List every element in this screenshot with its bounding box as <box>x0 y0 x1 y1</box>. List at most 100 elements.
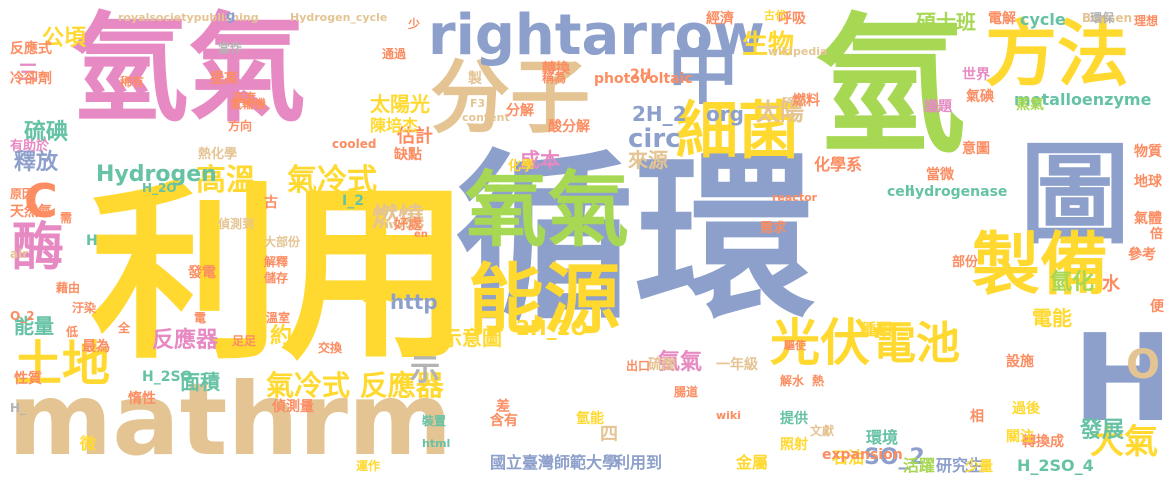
cloud-word: I_2 <box>342 193 364 209</box>
cloud-word: 氣冷式 <box>287 163 377 198</box>
cloud-word: 成本 <box>520 148 560 172</box>
cloud-word: C <box>24 174 58 228</box>
cloud-word: 燃料 <box>792 93 820 109</box>
cloud-word: 製 <box>468 71 482 87</box>
cloud-word: 氣輪機 <box>230 97 267 111</box>
cloud-word: 腸道 <box>674 385 699 399</box>
cloud-word: 當作 <box>218 41 243 55</box>
cloud-word: 好處 <box>394 217 422 233</box>
cloud-word: 圖 <box>1020 131 1130 259</box>
cloud-word: air <box>10 247 29 261</box>
cloud-word: 偵測到 <box>218 217 255 231</box>
cloud-word: 光伏 <box>770 314 870 372</box>
cloud-word: 硫酸 <box>648 357 676 373</box>
cloud-word: 2H_2O <box>516 316 588 340</box>
cloud-word: 關注 <box>1006 429 1034 445</box>
cloud-word: 研究生 <box>936 456 985 475</box>
cloud-word: 環境 <box>866 428 899 447</box>
cloud-word: 需求 <box>760 221 787 236</box>
cloud-word: H <box>86 233 98 249</box>
cloud-word: 電能 <box>1032 306 1072 330</box>
cloud-word: 氫化 <box>1050 270 1095 295</box>
cloud-word: 釋放 <box>14 150 59 175</box>
cloud-word: rightarrow <box>428 3 765 68</box>
cloud-word: SO_2 <box>864 445 925 470</box>
cloud-word: 過後 <box>1012 401 1040 417</box>
cloud-word: Hydrogen_cycle <box>290 11 388 24</box>
cloud-word: 陳培杰 <box>370 116 419 135</box>
cloud-word: 部份 <box>952 255 979 270</box>
cloud-word: 太陽光 <box>370 92 430 116</box>
cloud-word: 硫碘 <box>24 120 69 145</box>
cloud-word: 能量 <box>14 314 54 338</box>
cloud-word: 能源 <box>468 255 620 344</box>
cloud-word: 電解 <box>988 11 1016 27</box>
cloud-word: 冷卻劑 <box>10 71 52 87</box>
cloud-word: H_ <box>10 401 27 415</box>
cloud-word: 原因 <box>10 187 35 201</box>
cloud-word: 溫室 <box>266 311 291 325</box>
cloud-word: 偵測量 <box>272 399 314 415</box>
cloud-word: H_2SO_4 <box>1017 456 1094 475</box>
cloud-word: 解釋 <box>264 255 289 269</box>
cloud-word: 轉換成 <box>1022 434 1064 450</box>
cloud-word: 國立臺灣師範大學 <box>490 453 619 472</box>
cloud-word: 酶 <box>12 218 65 278</box>
cloud-word: 燃燒 <box>372 203 425 233</box>
cloud-word: org <box>706 102 744 126</box>
cloud-word: 分子 <box>430 51 590 144</box>
cloud-word: 含有 <box>490 413 518 429</box>
cloud-word: 呼吸 <box>778 11 806 27</box>
cloud-word: 理想 <box>1134 14 1159 28</box>
cloud-word: 差 <box>496 399 510 415</box>
cloud-word: 細菌 <box>676 94 801 167</box>
cloud-word: 議題 <box>924 99 952 115</box>
cloud-word: 示 <box>410 353 440 388</box>
cloud-word: 交換 <box>318 341 343 355</box>
cloud-word: g <box>226 9 236 24</box>
cloud-word: 反應式 <box>10 41 52 57</box>
cloud-word: 低 <box>66 325 79 339</box>
cloud-word: 少量 <box>965 459 993 475</box>
cloud-word: 估計 <box>397 126 433 147</box>
cloud-word: 生物 <box>742 30 795 60</box>
cloud-word: 文獻 <box>810 424 835 438</box>
cloud-word: Bunsen <box>1082 11 1133 25</box>
cloud-word: 少 <box>408 17 421 31</box>
cloud-word: cycle <box>1020 10 1066 29</box>
cloud-word: 電池 <box>872 318 960 369</box>
cloud-word: 缺點 <box>394 147 422 163</box>
cloud-word: 惰性 <box>128 391 156 407</box>
cloud-word: 2H_2 <box>632 102 687 126</box>
cloud-word: 面積 <box>180 370 220 394</box>
cloud-word: 驅使 <box>784 339 806 352</box>
cloud-word: 當微 <box>926 167 954 183</box>
cloud-word: cooled <box>332 137 377 151</box>
cloud-word: wikipedia <box>768 45 828 58</box>
cloud-word: 公頃 <box>42 26 87 51</box>
cloud-word: rsta <box>782 93 807 106</box>
cloud-word: 氫能 <box>576 411 604 427</box>
cloud-word: 熱 <box>812 374 825 388</box>
cloud-word: 古代 <box>764 9 786 22</box>
cloud-word: H <box>1072 310 1173 449</box>
cloud-word: 氣碘 <box>966 89 994 105</box>
cloud-word: 示意圖 <box>442 326 502 350</box>
cloud-word: 中 <box>668 32 738 114</box>
cloud-word: 有助於 <box>10 139 50 154</box>
cloud-word: 汙染 <box>72 301 97 315</box>
cloud-word: content <box>462 111 510 124</box>
cloud-word: 事實 <box>358 284 394 305</box>
cloud-word: circ <box>628 124 681 154</box>
cloud-word: 利用 <box>90 164 471 385</box>
cloud-word: 照射 <box>780 437 808 453</box>
cloud-word: 發電 <box>188 265 216 281</box>
cloud-word: 參考 <box>1128 247 1156 263</box>
cloud-word: 裝置 <box>422 414 447 428</box>
cloud-word: 稀有 <box>120 75 145 89</box>
cloud-word: 金屬 <box>736 453 769 472</box>
cloud-word: 需 <box>60 211 73 225</box>
cloud-word: 相 <box>970 409 984 425</box>
cloud-word: 熱化學 <box>198 147 238 162</box>
cloud-word: mathrm <box>8 361 453 478</box>
